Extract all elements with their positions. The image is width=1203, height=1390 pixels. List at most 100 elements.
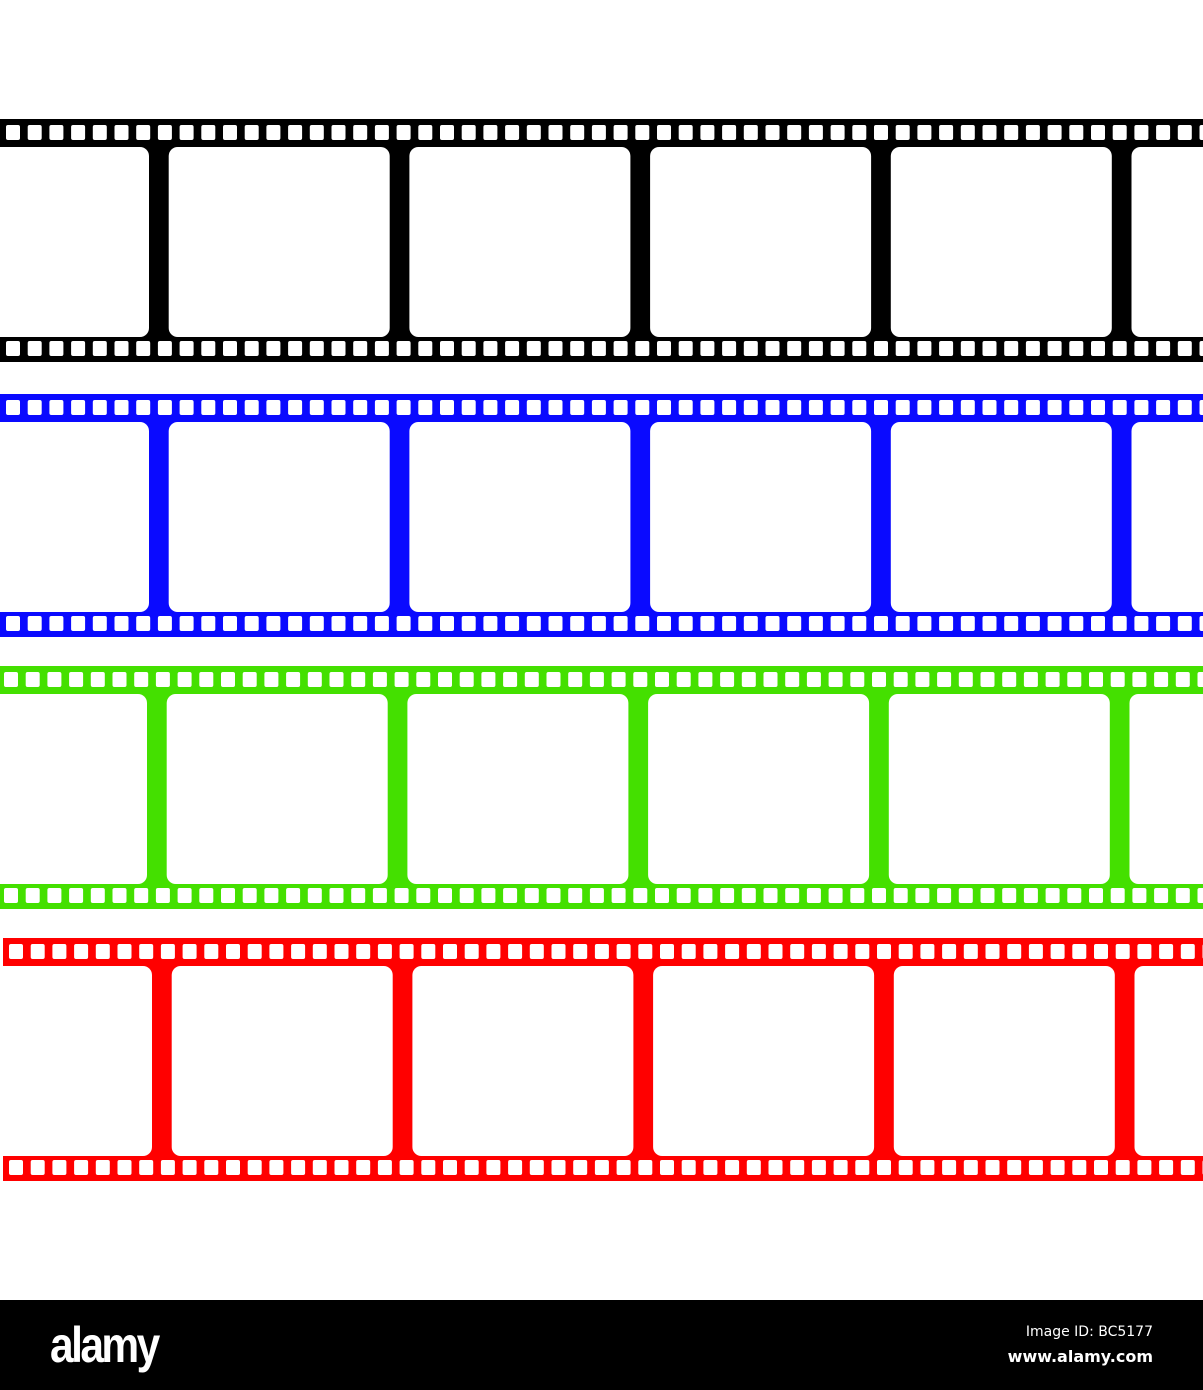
film-frame: [648, 694, 870, 884]
sprocket-hole: [1025, 341, 1040, 356]
film-frame: [0, 966, 152, 1156]
sprocket-hole: [877, 1160, 891, 1175]
alamy-logo: alamy: [50, 1317, 160, 1373]
sprocket-hole: [244, 616, 259, 631]
sprocket-hole: [678, 341, 693, 356]
film-frame: [0, 147, 149, 337]
sprocket-hole: [1047, 616, 1062, 631]
sprocket-hole: [461, 616, 476, 631]
sprocket-hole: [1069, 616, 1084, 631]
sprocket-hole: [399, 944, 414, 959]
sprocket-hole: [49, 616, 64, 631]
sprocket-hole: [1072, 944, 1087, 959]
sprocket-hole: [114, 400, 129, 415]
sprocket-hole: [286, 888, 301, 903]
sprocket-hole: [982, 341, 997, 356]
sprocket-hole: [266, 125, 281, 140]
sprocket-hole: [331, 125, 346, 140]
sprocket-hole: [526, 341, 541, 356]
sprocket-hole: [594, 1160, 609, 1175]
sprocket-hole: [1089, 672, 1103, 687]
sprocket-hole: [223, 400, 237, 415]
sprocket-hole: [548, 400, 563, 415]
sprocket-hole: [464, 1160, 479, 1175]
sprocket-hole: [1159, 1160, 1174, 1175]
sprocket-hole: [505, 616, 520, 631]
sprocket-hole: [416, 888, 431, 903]
sprocket-hole: [266, 400, 281, 415]
sprocket-hole: [806, 888, 821, 903]
sprocket-hole: [660, 944, 674, 959]
sprocket-hole: [982, 125, 997, 140]
sprocket-hole: [613, 400, 628, 415]
sprocket-hole: [27, 125, 42, 140]
sprocket-hole: [743, 341, 758, 356]
sprocket-hole: [850, 888, 865, 903]
sprocket-hole: [483, 125, 498, 140]
film-frame: [0, 422, 149, 612]
film-strip-green: [0, 666, 1203, 909]
sprocket-hole: [657, 400, 671, 415]
sprocket-hole: [573, 944, 588, 959]
sprocket-hole: [223, 616, 237, 631]
sprocket-hole: [309, 400, 324, 415]
sprocket-hole: [90, 888, 105, 903]
sprocket-hole: [765, 125, 780, 140]
sprocket-hole: [418, 125, 433, 140]
sprocket-hole: [182, 1160, 197, 1175]
film-frame: [0, 694, 147, 884]
film-strip-black: [0, 119, 1203, 362]
sprocket-hole: [743, 400, 758, 415]
sprocket-hole: [226, 944, 240, 959]
sprocket-hole: [741, 888, 756, 903]
sprocket-hole: [895, 125, 910, 140]
sprocket-hole: [850, 672, 865, 687]
sprocket-hole: [743, 125, 758, 140]
sprocket-hole: [1007, 944, 1022, 959]
sprocket-hole: [307, 672, 322, 687]
sprocket-hole: [939, 616, 954, 631]
sprocket-hole: [960, 341, 975, 356]
sprocket-hole: [722, 400, 737, 415]
sprocket-hole: [963, 1160, 978, 1175]
sprocket-hole: [681, 1160, 696, 1175]
sprocket-hole: [524, 672, 539, 687]
sprocket-hole: [329, 672, 344, 687]
sprocket-hole: [331, 341, 346, 356]
sprocket-hole: [852, 616, 867, 631]
sprocket-hole: [743, 616, 758, 631]
sprocket-hole: [269, 1160, 284, 1175]
sprocket-hole: [633, 888, 648, 903]
sprocket-hole: [179, 400, 194, 415]
site-url: www.alamy.com: [1007, 1347, 1153, 1366]
sprocket-hole: [548, 616, 563, 631]
sprocket-hole: [155, 672, 170, 687]
sprocket-hole: [635, 616, 650, 631]
sprocket-hole: [114, 616, 129, 631]
sprocket-hole: [312, 1160, 327, 1175]
sprocket-hole: [47, 888, 62, 903]
sprocket-hole: [139, 1160, 154, 1175]
film-frame: [409, 422, 631, 612]
sprocket-hole: [722, 616, 737, 631]
sprocket-hole: [655, 672, 669, 687]
sprocket-hole: [374, 616, 389, 631]
sprocket-hole: [351, 888, 366, 903]
sprocket-hole: [157, 125, 172, 140]
sprocket-hole: [828, 888, 843, 903]
sprocket-hole: [1047, 400, 1062, 415]
sprocket-hole: [681, 944, 696, 959]
sprocket-hole: [872, 672, 886, 687]
sprocket-hole: [226, 1160, 240, 1175]
sprocket-hole: [917, 616, 932, 631]
sprocket-hole: [852, 125, 867, 140]
sprocket-hole: [242, 888, 257, 903]
sprocket-hole: [157, 616, 172, 631]
sprocket-hole: [396, 341, 411, 356]
sprocket-hole: [1004, 616, 1019, 631]
sprocket-hole: [1023, 672, 1038, 687]
sprocket-hole: [71, 341, 86, 356]
sprocket-hole: [698, 888, 713, 903]
sprocket-hole: [529, 1160, 544, 1175]
sprocket-hole: [568, 672, 583, 687]
